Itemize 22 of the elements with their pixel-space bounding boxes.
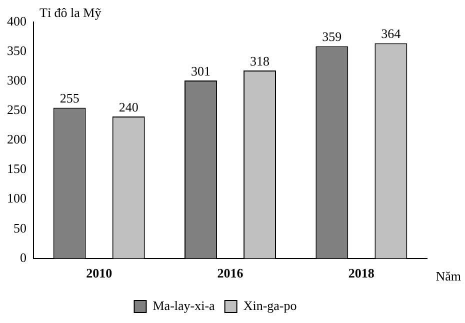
data-label: 364 <box>381 26 402 42</box>
y-tick-label: 200 <box>7 132 26 147</box>
y-tick-label: 150 <box>7 161 26 176</box>
data-label: 359 <box>322 29 342 44</box>
legend-label: Ma-lay-xi-a <box>152 298 216 313</box>
y-tick-label: 350 <box>7 42 26 58</box>
x-tick-label: 2018 <box>348 266 375 281</box>
legend-label: Xin-ga-po <box>243 298 297 313</box>
y-axis-title: Tỉ đô la Mỹ <box>40 4 102 20</box>
y-tick-label: 300 <box>7 72 26 88</box>
y-tick-label: 400 <box>7 13 26 28</box>
x-tick-label: 2016 <box>217 266 244 281</box>
data-label: 240 <box>118 99 138 114</box>
x-tick-label: 2010 <box>86 266 112 281</box>
y-tick-label: 250 <box>7 102 26 118</box>
y-tick-label: 50 <box>14 220 26 236</box>
data-label: 318 <box>250 53 270 68</box>
y-tick-label: 100 <box>7 190 26 206</box>
x-axis-title: Năm <box>436 268 461 284</box>
data-label: 255 <box>60 90 80 106</box>
data-label: 301 <box>190 63 210 78</box>
y-tick-label: 0 <box>20 250 26 265</box>
